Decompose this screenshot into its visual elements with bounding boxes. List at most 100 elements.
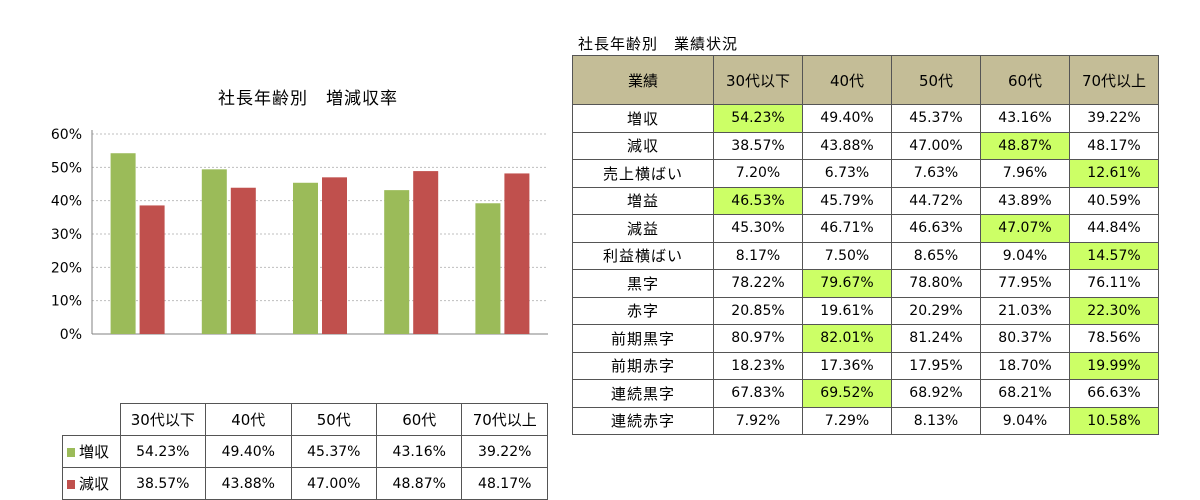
table-row: 減益 45.30% 46.71% 46.63% 47.07% 44.84% bbox=[572, 214, 1159, 243]
table-cell: 21.03% bbox=[980, 296, 1070, 325]
table-cell: 48.87% bbox=[980, 131, 1070, 160]
table-cell: 6.73% bbox=[802, 159, 892, 188]
x-tick-label: 40代 bbox=[205, 403, 292, 436]
table-cell: 38.57% bbox=[713, 131, 803, 160]
legend-swatch bbox=[67, 480, 75, 489]
bar-chart: 0% 10% 20% 30% 40% 50% 60% bbox=[51, 127, 548, 343]
x-tick-label: 30代以下 bbox=[119, 403, 207, 436]
bar-increase bbox=[293, 182, 318, 334]
bar-chart-panel: 社長年齢別 増減収率 0% 10% 20% 30% 40% 50% 60% 30代以下 40代… bbox=[28, 70, 548, 500]
row-label: 減収 bbox=[572, 131, 714, 160]
table-cell: 45.37% bbox=[891, 104, 981, 133]
table-cell: 44.72% bbox=[891, 186, 981, 215]
column-header: 60代 bbox=[980, 55, 1070, 105]
table-row: 利益横ばい 8.17% 7.50% 8.65% 9.04% 14.57% bbox=[572, 241, 1159, 270]
bar-decrease bbox=[413, 171, 439, 334]
table-cell: 14.57% bbox=[1069, 241, 1159, 270]
table-cell: 81.24% bbox=[891, 324, 981, 353]
table-cell: 43.88% bbox=[802, 131, 892, 160]
row-label: 利益横ばい bbox=[572, 241, 714, 270]
column-header: 40代 bbox=[802, 55, 892, 105]
legend-entry: 増収 bbox=[62, 435, 121, 468]
table-cell: 10.58% bbox=[1069, 406, 1159, 435]
table-cell: 43.89% bbox=[980, 186, 1070, 215]
row-label: 黒字 bbox=[572, 269, 714, 298]
column-header: 70代以上 bbox=[1069, 55, 1159, 105]
column-header: 30代以下 bbox=[713, 55, 803, 105]
row-label: 前期赤字 bbox=[572, 351, 714, 380]
table-cell: 78.80% bbox=[891, 269, 981, 298]
table-cell: 82.01% bbox=[802, 324, 892, 353]
table-title: 社長年齢別 業績状況 bbox=[578, 35, 739, 53]
row-label: 増益 bbox=[572, 186, 714, 215]
table-cell: 78.22% bbox=[713, 269, 803, 298]
table-row: 増収 54.23% 49.40% 45.37% 43.16% 39.22% bbox=[62, 435, 548, 468]
chart-title: 社長年齢別 増減収率 bbox=[218, 89, 398, 109]
y-tick-label: 10% bbox=[51, 294, 82, 310]
table-cell: 39.22% bbox=[1069, 104, 1159, 133]
table-cell: 77.95% bbox=[980, 269, 1070, 298]
y-tick-label: 50% bbox=[51, 160, 82, 176]
table-cell: 9.04% bbox=[980, 406, 1070, 435]
table-cell: 48.17% bbox=[1069, 131, 1159, 160]
bar-increase bbox=[110, 153, 136, 334]
data-label: 54.23% bbox=[119, 435, 207, 468]
row-label: 売上横ばい bbox=[572, 159, 714, 188]
row-label: 増収 bbox=[572, 104, 714, 133]
legend-label: 増収 bbox=[79, 443, 110, 461]
data-label: 48.17% bbox=[461, 467, 548, 500]
table-cell: 18.23% bbox=[713, 351, 803, 380]
data-label: 49.40% bbox=[205, 435, 292, 468]
table-cell: 46.71% bbox=[802, 214, 892, 243]
bar-decrease bbox=[322, 177, 347, 334]
x-tick-label: 60代 bbox=[375, 403, 463, 436]
table-header-row: 業績 30代以下 40代 50代 60代 70代以上 bbox=[572, 55, 1159, 105]
table-cell: 80.97% bbox=[713, 324, 803, 353]
table-cell: 47.07% bbox=[980, 214, 1070, 243]
table-cell: 8.17% bbox=[713, 241, 803, 270]
table-cell: 40.59% bbox=[1069, 186, 1159, 215]
table-row: 増益 46.53% 45.79% 44.72% 43.89% 40.59% bbox=[572, 186, 1159, 215]
table-cell: 67.83% bbox=[713, 379, 803, 408]
data-label: 47.00% bbox=[290, 467, 378, 500]
data-label: 43.88% bbox=[205, 467, 292, 500]
table-row: 前期赤字 18.23% 17.36% 17.95% 18.70% 19.99% bbox=[572, 351, 1159, 380]
data-label: 48.87% bbox=[375, 467, 463, 500]
table-cell: 12.61% bbox=[1069, 159, 1159, 188]
table-cell: 54.23% bbox=[713, 104, 803, 133]
table-cell: 46.53% bbox=[713, 186, 803, 215]
y-tick-label: 30% bbox=[51, 227, 82, 243]
table-row: 前期黒字 80.97% 82.01% 81.24% 80.37% 78.56% bbox=[572, 324, 1159, 353]
table-cell: 49.40% bbox=[802, 104, 892, 133]
legend-swatch bbox=[67, 448, 75, 457]
table-row: 減収 38.57% 43.88% 47.00% 48.87% 48.17% bbox=[62, 467, 548, 500]
table-cell: 7.20% bbox=[713, 159, 803, 188]
table-cell: 8.13% bbox=[891, 406, 981, 435]
y-tick-label: 60% bbox=[51, 127, 82, 143]
table-cell: 9.04% bbox=[980, 241, 1070, 270]
x-tick-label: 50代 bbox=[290, 403, 378, 436]
table-cell: 19.61% bbox=[802, 296, 892, 325]
y-tick-label: 20% bbox=[51, 260, 82, 276]
table-cell: 79.67% bbox=[802, 269, 892, 298]
table-cell: 68.92% bbox=[891, 379, 981, 408]
table-cell: 46.63% bbox=[891, 214, 981, 243]
table-cell: 8.65% bbox=[891, 241, 981, 270]
table-cell: 20.85% bbox=[713, 296, 803, 325]
table-cell: 66.63% bbox=[1069, 379, 1159, 408]
data-label: 45.37% bbox=[290, 435, 378, 468]
bar-increase bbox=[201, 169, 227, 334]
column-header: 業績 bbox=[572, 55, 714, 105]
row-label: 赤字 bbox=[572, 296, 714, 325]
table-row: 減収 38.57% 43.88% 47.00% 48.87% 48.17% bbox=[572, 131, 1159, 160]
table-corner bbox=[63, 404, 121, 436]
table-cell: 7.29% bbox=[802, 406, 892, 435]
chart-data-table: 30代以下 40代 50代 60代 70代以上 増収 54.23% 49.40% 45.37% 4… bbox=[62, 403, 548, 500]
legend-entry: 減収 bbox=[62, 467, 121, 500]
table-cell: 76.11% bbox=[1069, 269, 1159, 298]
legend-label: 減収 bbox=[79, 475, 110, 493]
row-label: 前期黒字 bbox=[572, 324, 714, 353]
data-label: 43.16% bbox=[375, 435, 463, 468]
x-tick-label: 70代以上 bbox=[461, 403, 548, 436]
table-row: 赤字 20.85% 19.61% 20.29% 21.03% 22.30% bbox=[572, 296, 1159, 325]
